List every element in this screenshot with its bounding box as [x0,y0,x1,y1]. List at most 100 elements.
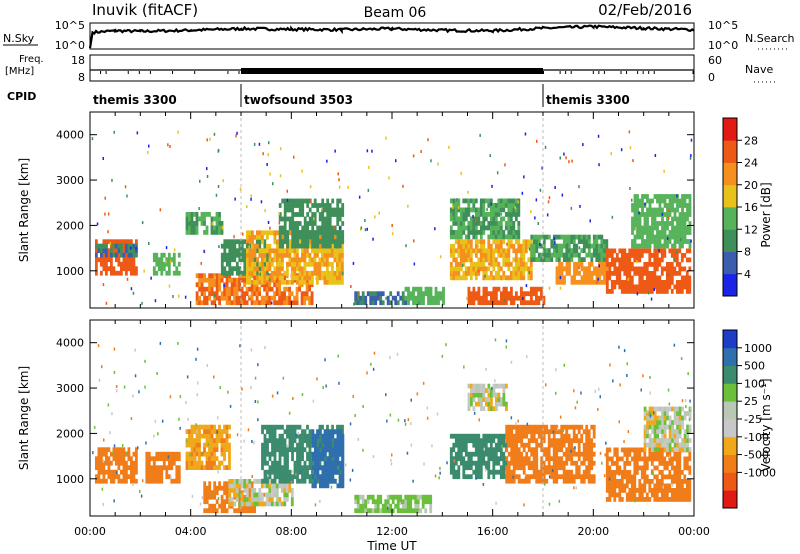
data-cell [540,234,544,240]
data-cell [633,483,637,489]
data-cell [394,295,398,301]
speckle-cell [522,297,524,300]
data-cell [560,234,564,240]
data-cell [485,300,488,306]
data-cell [316,207,320,213]
data-cell [132,478,136,484]
speckle-cell [364,219,366,222]
data-cell [100,261,103,267]
data-cell [643,497,647,502]
data-cell [560,275,564,281]
data-cell [560,447,564,453]
data-cell [492,406,496,411]
data-cell [499,275,503,281]
data-cell [407,295,410,301]
data-cell [509,234,513,240]
data-cell [630,488,634,493]
data-cell [210,447,214,452]
data-cell [135,239,138,245]
data-cell [281,474,284,480]
data-cell [517,203,521,208]
data-cell [160,261,164,267]
data-cell [595,266,599,272]
data-cell [381,503,385,509]
data-cell [298,433,302,439]
data-cell [577,442,581,448]
data-cell [510,460,514,466]
data-cell [298,460,302,466]
data-cell [316,460,320,466]
data-cell [281,465,284,471]
speckle-cell [212,222,214,226]
data-cell [547,451,551,457]
data-cell [366,499,370,505]
speckle-cell [286,189,288,193]
data-cell [333,257,337,263]
nsky-tick-bottom: 10^0 [55,39,85,52]
data-cell [512,203,516,208]
data-cell [228,465,231,470]
data-cell [542,433,546,439]
data-cell [110,252,113,258]
data-cell [573,275,576,281]
data-cell [560,456,564,462]
data-cell [125,465,128,471]
data-cell [127,447,131,453]
data-cell [396,291,400,297]
data-cell [130,257,133,263]
data-cell [414,295,418,301]
data-cell [663,456,667,462]
data-cell [661,216,664,222]
data-cell [172,460,176,466]
data-cell [290,488,294,493]
data-cell [328,207,332,213]
data-cell [464,225,468,231]
data-cell [658,452,662,457]
data-cell [256,234,259,240]
data-cell [225,485,229,491]
data-cell [333,234,337,240]
data-cell [308,216,312,222]
data-cell [331,243,334,249]
data-cell [449,248,453,254]
data-cell [210,286,214,292]
data-cell [379,508,383,514]
data-cell [301,252,304,258]
data-cell [547,456,551,462]
data-cell [482,252,486,258]
data-cell [583,275,586,281]
data-cell [303,230,307,235]
data-cell [253,479,257,484]
speckle-cell [273,236,275,240]
data-cell [283,488,287,493]
data-cell [281,243,285,249]
data-cell [293,460,297,466]
y-tick-label: 2000 [56,219,84,232]
data-cell [102,243,106,249]
data-cell [308,270,312,276]
data-cell [633,266,637,272]
data-cell [522,300,526,306]
data-cell [255,479,259,484]
data-cell [291,207,295,213]
data-cell [341,230,345,235]
data-cell [462,275,466,281]
data-cell [578,279,581,285]
data-cell [673,207,677,213]
data-cell [454,257,458,263]
data-cell [633,253,637,258]
data-cell [505,406,508,411]
speckle-cell [250,197,252,201]
data-cell [100,270,103,276]
data-cell [210,221,214,226]
speckle-cell [107,230,109,234]
data-cell [374,291,378,297]
data-cell [673,216,677,222]
data-cell [198,456,201,461]
data-cell [646,225,649,231]
data-cell [424,508,428,514]
data-cell [618,479,622,484]
data-cell [280,291,284,297]
data-cell [530,300,533,306]
data-cell [681,212,684,217]
